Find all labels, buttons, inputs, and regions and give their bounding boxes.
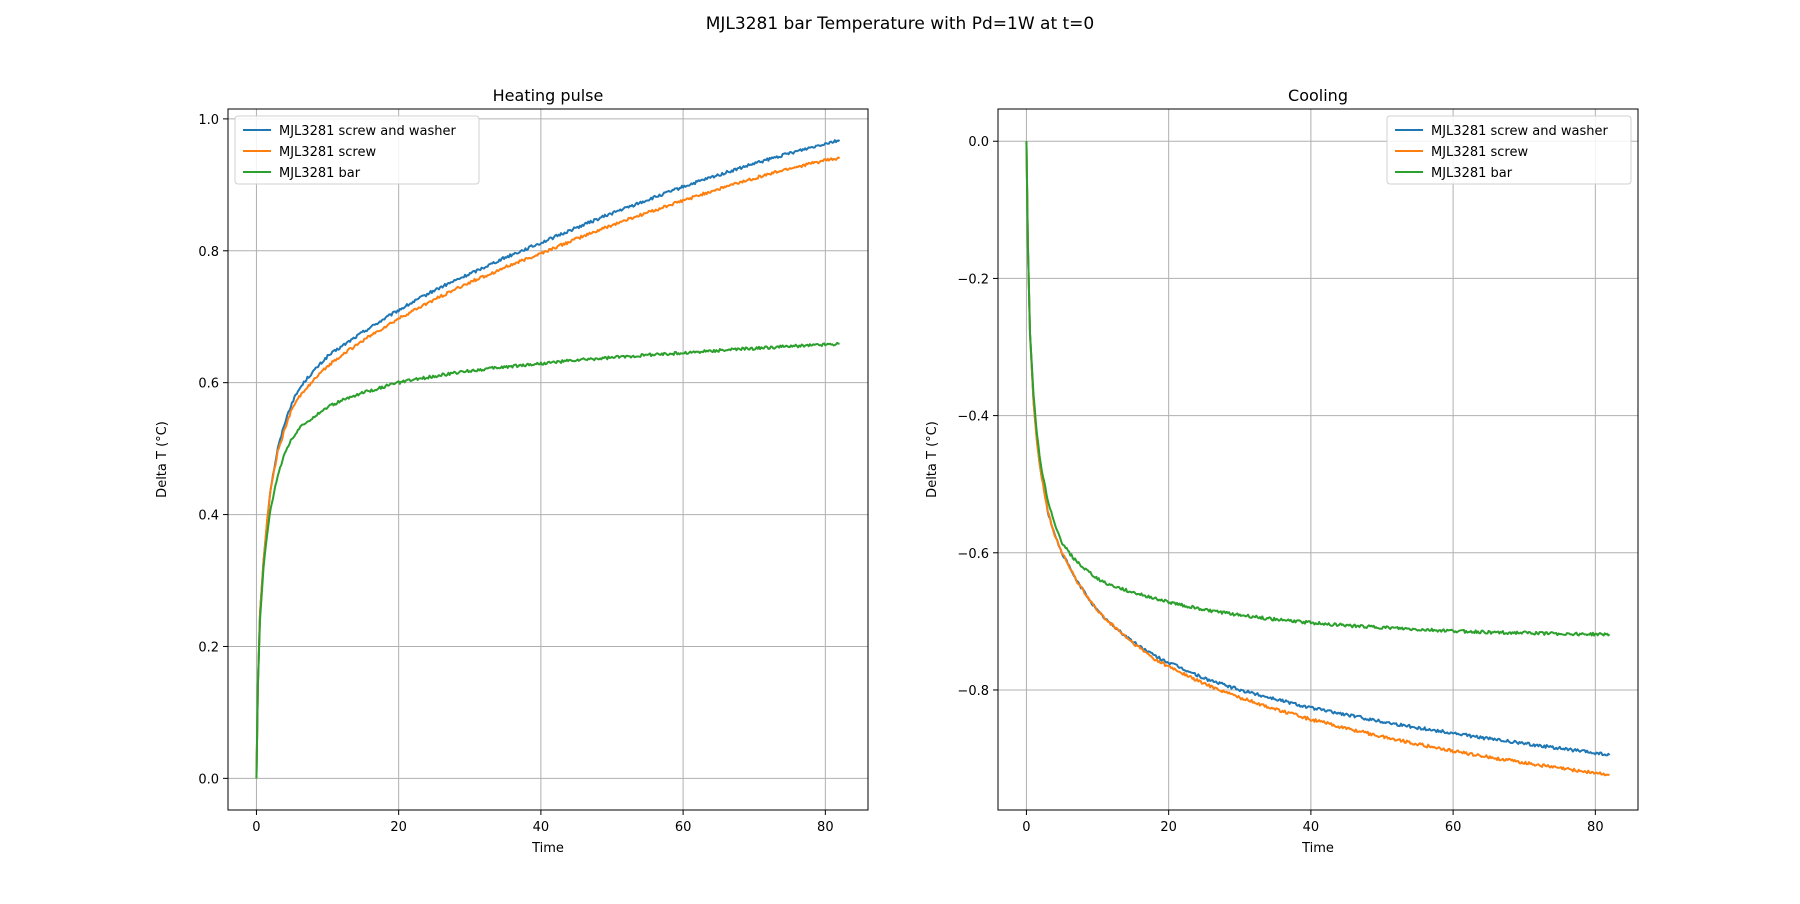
x-axis-label: Time [531,841,564,856]
series-line-3 [255,341,840,779]
figure-title: MJL3281 bar Temperature with Pd=1W at t=… [705,14,1095,34]
y-tick-label: −0.8 [957,684,989,699]
series-line-3 [1025,141,1611,637]
x-tick-label: 80 [817,820,834,835]
legend-box [1386,115,1632,185]
legend: MJL3281 screw and washer MJL3281 screw MJL… [1386,115,1632,185]
x-tick-label: 0 [1022,820,1030,835]
x-tick-label: 40 [533,820,550,835]
x-tick-label: 60 [1445,820,1462,835]
y-tick-label: −0.4 [957,410,989,425]
y-tick-label: 0.2 [198,640,219,655]
legend-label: MJL3281 screw and washer [1431,124,1608,139]
y-tick-label: 0.8 [198,245,219,260]
chart-panel-1: 0 20 40 60 80 0.0 0.2 0.4 0.6 0.8 1.0 Heating pulse… [155,86,869,856]
legend-label: MJL3281 bar [279,166,361,181]
series-line-2 [255,156,841,779]
axes-frame [227,108,869,811]
y-axis-label: Delta T (°C) [155,421,170,498]
x-axis-label: Time [1301,841,1334,856]
legend: MJL3281 screw and washer MJL3281 screw MJL… [234,115,480,185]
y-tick-label: −0.6 [957,547,989,562]
series-line-1 [255,139,841,779]
series-line-1 [1025,141,1611,757]
chart-title: Heating pulse [493,86,604,105]
y-tick-label: 0.0 [198,772,219,787]
legend-label: MJL3281 screw [1431,145,1528,160]
y-axis-label: Delta T (°C) [925,421,940,498]
chart-title: Cooling [1288,86,1348,105]
y-tick-label: 0.4 [198,509,219,524]
legend-label: MJL3281 bar [1431,166,1513,181]
y-tick-label: −0.2 [957,272,989,287]
x-tick-label: 60 [675,820,692,835]
chart-panel-2: 0 20 40 60 80 0.0 −0.2 −0.4 −0.6 −0.8 Cooling Time D… [925,86,1639,856]
legend-label: MJL3281 screw [279,145,376,160]
y-tick-label: 0.6 [198,377,219,392]
axes-frame [997,108,1639,811]
y-tick-label: 1.0 [198,113,219,128]
x-tick-label: 80 [1587,820,1604,835]
x-tick-label: 20 [390,820,407,835]
x-tick-label: 40 [1303,820,1320,835]
legend-label: MJL3281 screw and washer [279,124,456,139]
x-tick-label: 0 [252,820,260,835]
x-tick-label: 20 [1160,820,1177,835]
series-line-2 [1025,141,1610,777]
legend-box [234,115,480,185]
y-tick-label: 0.0 [968,135,989,150]
